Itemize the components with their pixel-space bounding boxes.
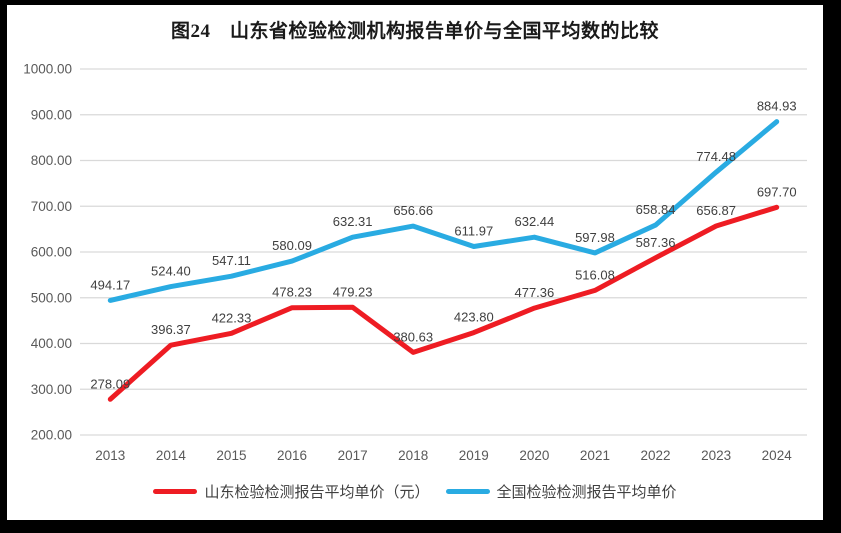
data-label-series-0: 516.08	[575, 267, 615, 282]
data-label-series-1: 580.09	[272, 238, 312, 253]
data-label-series-0: 396.37	[151, 322, 191, 337]
legend-item-national: 全国检验检测报告平均单价	[445, 481, 677, 502]
data-label-series-1: 597.98	[575, 230, 615, 245]
y-tick-label: 800.00	[31, 153, 72, 168]
legend-item-shandong: 山东检验检测报告平均单价（元）	[153, 481, 430, 502]
y-tick-label: 200.00	[31, 428, 72, 443]
legend-label-national: 全国检验检测报告平均单价	[496, 484, 677, 501]
y-tick-label: 600.00	[31, 245, 72, 260]
y-tick-label: 400.00	[31, 336, 72, 351]
data-label-series-1: 547.11	[212, 253, 251, 268]
chart-title: 图24 山东省检验检测机构报告单价与全国平均数的比较	[170, 21, 659, 42]
x-tick-label: 2019	[459, 448, 489, 463]
data-label-series-1: 524.40	[151, 264, 191, 279]
series-line-1	[107, 119, 780, 303]
y-tick-label: 1000.00	[23, 62, 72, 77]
x-tick-label: 2023	[701, 448, 731, 463]
y-tick-label: 700.00	[31, 199, 72, 214]
data-label-series-0: 422.33	[212, 310, 252, 325]
x-tick-label: 2022	[641, 448, 671, 463]
data-label-series-1: 611.97	[454, 224, 493, 239]
x-tick-label: 2024	[762, 448, 793, 463]
series-line-0	[107, 204, 780, 402]
x-tick-label: 2017	[338, 448, 368, 463]
chart-background	[7, 5, 823, 520]
data-label-series-0: 656.87	[696, 203, 736, 218]
legend-label-shandong: 山东检验检测报告平均单价（元）	[204, 484, 430, 501]
y-tick-label: 500.00	[31, 290, 72, 305]
data-label-series-1: 632.31	[333, 214, 373, 229]
y-tick-label: 300.00	[31, 382, 72, 397]
data-label-series-1: 658.84	[636, 202, 676, 217]
x-tick-label: 2013	[95, 448, 125, 463]
data-label-series-0: 380.63	[393, 329, 433, 344]
legend-swatch-national-line-icon	[445, 489, 490, 494]
data-label-series-1: 774.48	[696, 149, 736, 164]
data-label-series-0: 587.36	[636, 235, 676, 250]
x-tick-label: 2020	[519, 448, 549, 463]
data-label-series-0: 478.23	[272, 285, 312, 300]
chart-legend: 山东检验检测报告平均单价（元） 全国检验检测报告平均单价	[7, 481, 823, 502]
data-label-series-1: 494.17	[90, 277, 130, 292]
data-label-series-0: 477.36	[514, 285, 554, 300]
data-label-series-1: 884.93	[757, 99, 797, 114]
x-tick-label: 2021	[580, 448, 610, 463]
x-tick-label: 2015	[216, 448, 246, 463]
x-tick-label: 2018	[398, 448, 428, 463]
data-label-series-0: 697.70	[757, 184, 797, 199]
legend-swatch-shandong-line-icon	[153, 489, 198, 494]
data-label-series-1: 656.66	[393, 203, 433, 218]
x-tick-label: 2016	[277, 448, 307, 463]
data-label-series-0: 423.80	[454, 310, 494, 325]
data-label-series-1: 632.44	[514, 214, 554, 229]
y-tick-label: 900.00	[31, 107, 72, 122]
x-tick-label: 2014	[156, 448, 187, 463]
data-label-series-0: 479.23	[333, 284, 373, 299]
data-label-series-0: 278.09	[90, 376, 130, 391]
